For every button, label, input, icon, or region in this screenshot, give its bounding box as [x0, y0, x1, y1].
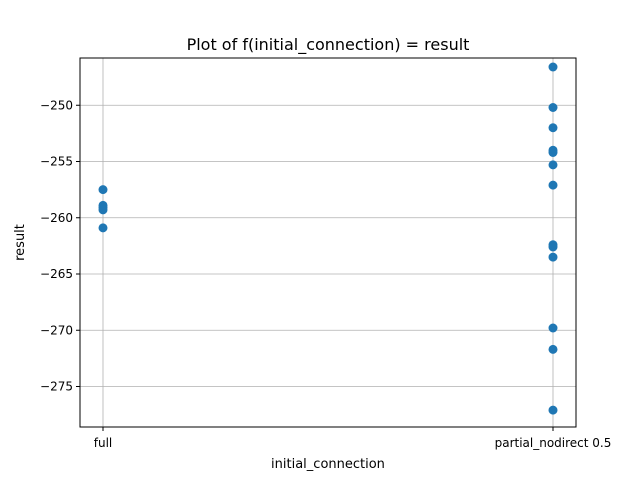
y-tick-label: −250: [40, 98, 73, 112]
data-point: [548, 405, 558, 415]
data-point: [98, 223, 108, 233]
plot-frame: [79, 57, 577, 428]
data-point: [548, 103, 558, 112]
data-point: [98, 185, 108, 195]
axes-ticks: full partial_nodirect 0.5 −250 −255 −260 −265…: [40, 98, 611, 450]
data-point: [548, 180, 558, 190]
y-tick-label: −260: [40, 211, 73, 225]
data-point: [548, 242, 558, 252]
data-point: [548, 344, 558, 354]
data-point: [548, 323, 558, 333]
y-axis-label: result: [13, 224, 28, 261]
data-point: [98, 205, 108, 215]
data-points: [98, 62, 558, 415]
data-point: [548, 160, 558, 170]
grid: [80, 58, 576, 427]
x-tick-label: partial_nodirect 0.5: [495, 436, 612, 450]
y-tick-label: −275: [40, 380, 73, 394]
data-point: [548, 252, 558, 262]
y-tick-label: −265: [40, 267, 73, 281]
x-axis-label: initial_connection: [271, 457, 385, 472]
y-tick-label: −270: [40, 323, 73, 337]
x-tick-label: full: [94, 436, 113, 450]
data-point: [548, 148, 558, 157]
data-point: [548, 123, 558, 133]
y-tick-label: −255: [40, 155, 73, 169]
data-point: [548, 62, 558, 72]
chart-title: Plot of f(initial_connection) = result: [187, 35, 470, 55]
